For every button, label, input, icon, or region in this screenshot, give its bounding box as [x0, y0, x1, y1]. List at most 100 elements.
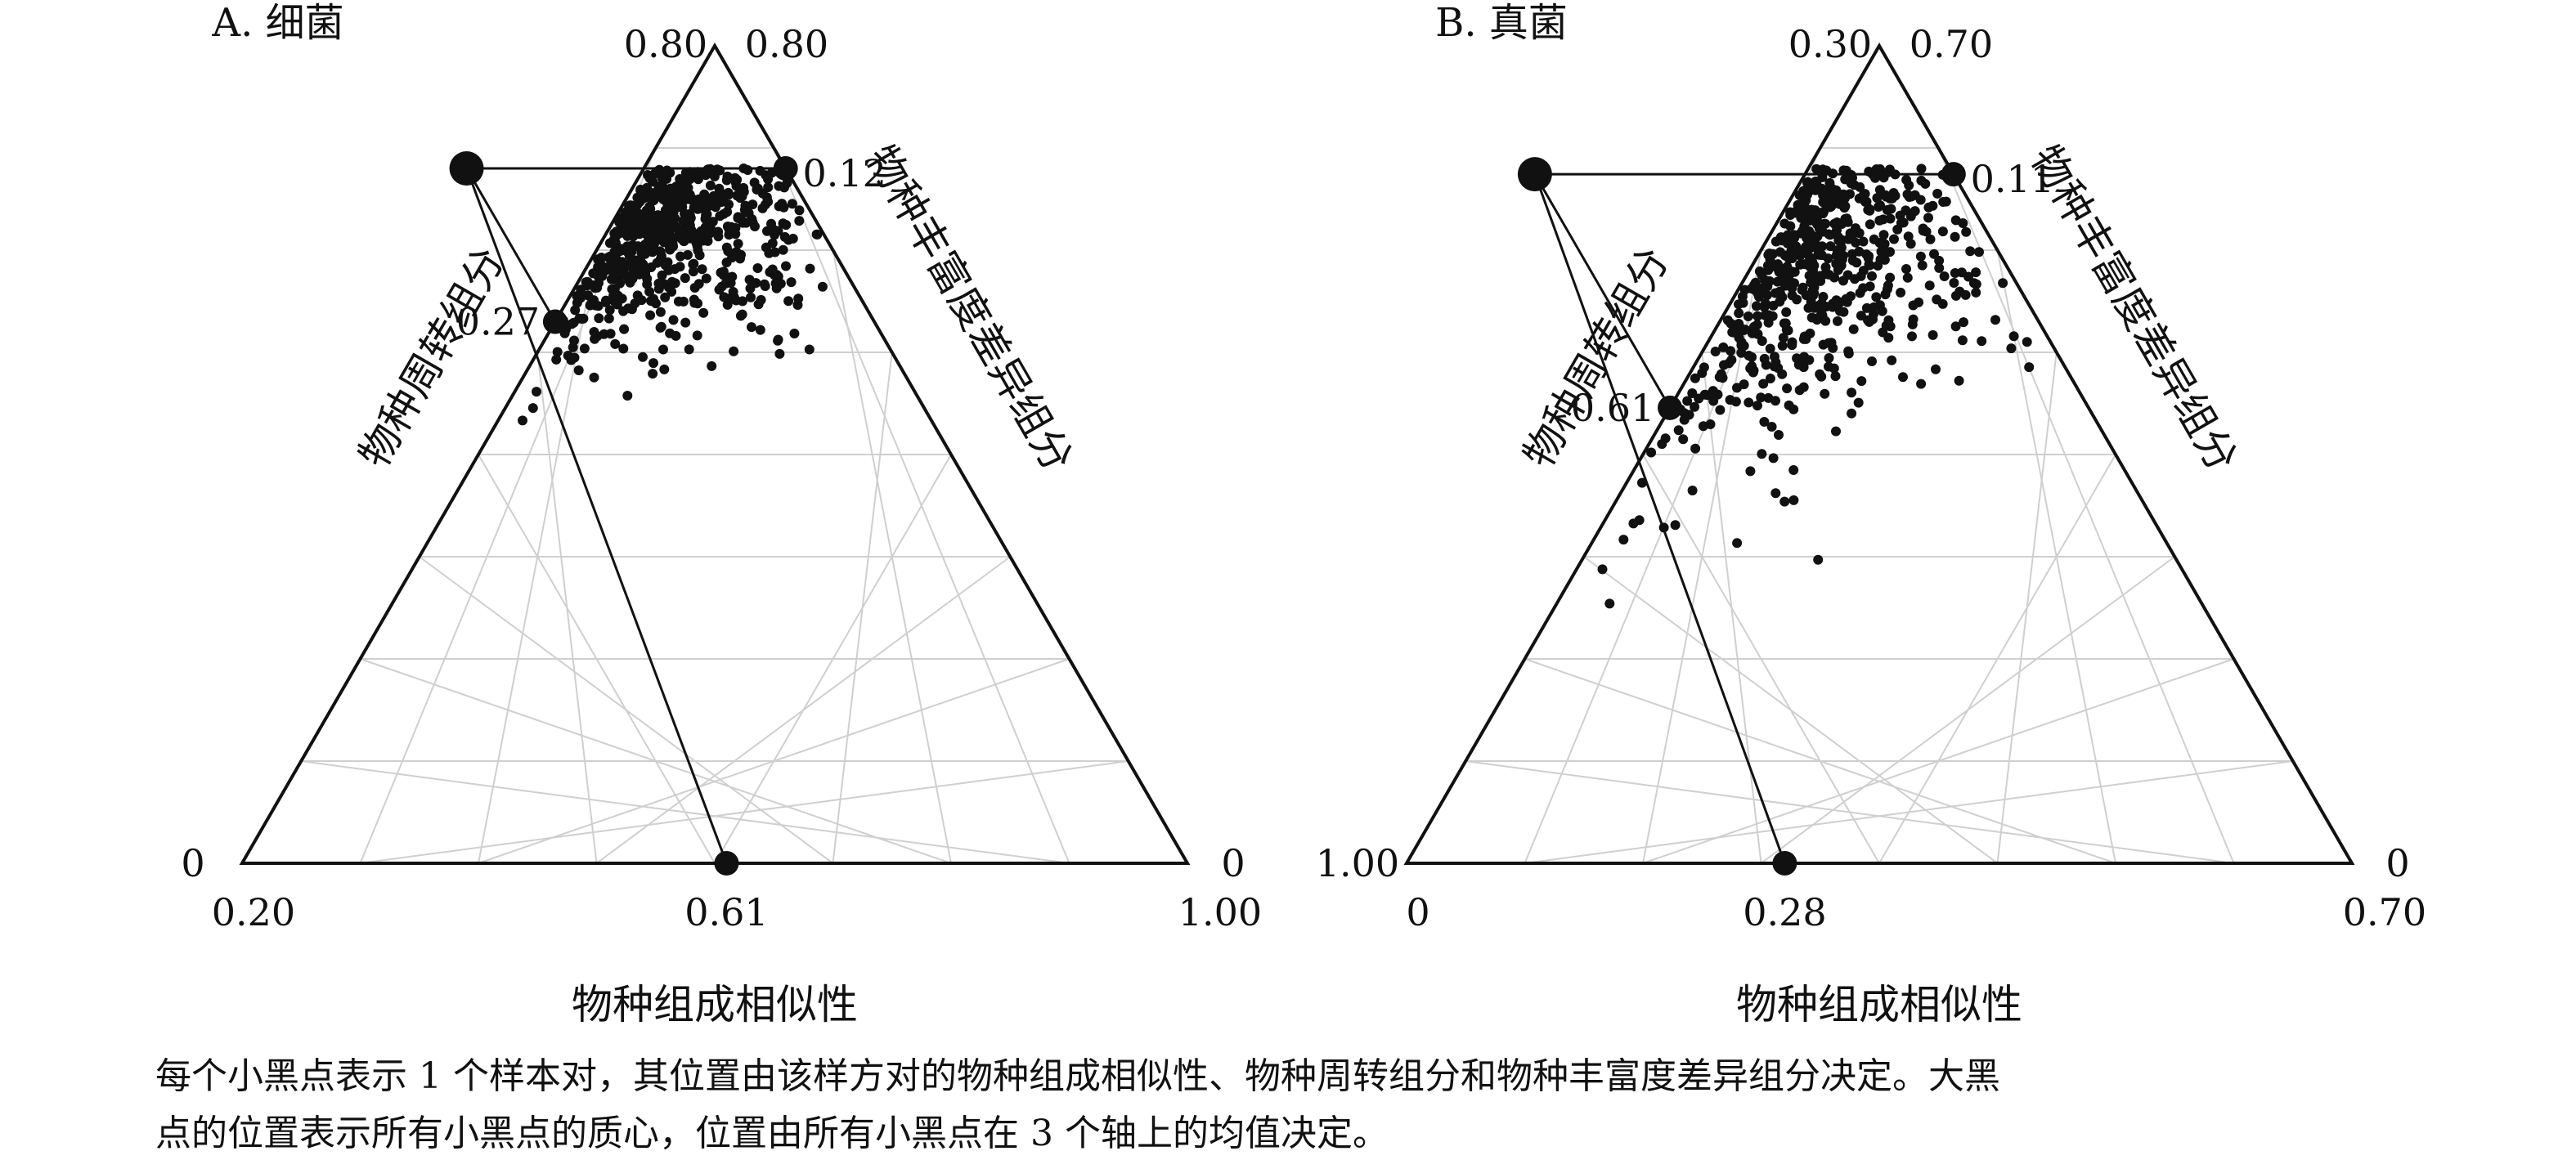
sample-point	[1950, 268, 1960, 278]
sample-points	[1597, 163, 2035, 609]
sample-point	[650, 190, 661, 201]
sample-point	[656, 277, 666, 288]
sample-point	[1878, 230, 1889, 240]
sample-point	[773, 335, 783, 346]
sample-point	[1974, 247, 1984, 258]
sample-point	[694, 233, 705, 244]
sample-point	[588, 268, 599, 279]
sample-point	[1957, 335, 1968, 346]
sample-point	[1841, 293, 1851, 304]
sample-point	[1780, 318, 1791, 329]
sample-point	[781, 220, 792, 231]
sample-point	[1885, 272, 1896, 283]
sample-point	[676, 233, 686, 244]
sample-point	[724, 199, 734, 210]
sample-point	[665, 183, 675, 194]
sample-point	[2006, 343, 2017, 354]
sample-point	[668, 241, 679, 252]
sample-point	[1837, 254, 1847, 265]
grid-line	[360, 658, 952, 864]
sample-point	[750, 222, 760, 231]
sample-point	[1971, 287, 1981, 298]
sample-point	[1730, 396, 1741, 407]
sample-point	[781, 261, 791, 271]
sample-point	[1856, 311, 1866, 321]
sample-point	[1777, 235, 1788, 246]
sample-point	[626, 226, 637, 236]
sample-point	[1797, 282, 1808, 293]
sample-point	[1873, 261, 1883, 271]
sample-point	[1604, 598, 1615, 609]
sample-point	[576, 284, 586, 295]
sample-point	[646, 171, 657, 181]
sample-point	[627, 268, 638, 279]
sample-point	[605, 329, 616, 339]
sample-point	[1949, 278, 1959, 288]
sample-point	[1760, 298, 1770, 309]
sample-point	[1766, 422, 1777, 432]
sample-point	[1714, 372, 1725, 383]
sample-point	[1816, 250, 1827, 261]
sample-point	[1787, 340, 1797, 351]
sample-point	[1848, 324, 1859, 334]
sample-point	[552, 347, 563, 357]
sample-point	[738, 296, 747, 307]
sample-point	[1847, 387, 1857, 398]
sample-point	[714, 284, 725, 295]
sample-point	[1961, 226, 1972, 237]
sample-point	[1637, 477, 1647, 488]
grid-line	[1524, 658, 2116, 864]
caption-line-2: 点的位置表示所有小黑点的质心，位置由所有小黑点在 3 个轴上的均值决定。	[155, 1113, 1389, 1154]
sample-point	[1820, 388, 1830, 399]
sample-point	[1833, 316, 1842, 326]
sample-point	[1832, 217, 1842, 227]
sample-point	[743, 165, 753, 175]
sample-point	[1833, 265, 1843, 275]
turnover-marker	[542, 309, 568, 334]
sample-point	[1679, 414, 1690, 425]
sample-point	[1889, 234, 1899, 244]
sample-point	[1867, 356, 1877, 366]
sample-point	[678, 296, 689, 307]
sample-point	[1811, 315, 1822, 325]
sample-point	[1910, 206, 1920, 217]
sample-point	[1775, 247, 1785, 258]
sample-point	[1833, 235, 1844, 246]
sample-point	[1883, 168, 1893, 177]
sample-point	[680, 195, 690, 205]
sample-point	[1874, 215, 1885, 226]
sample-point	[1851, 237, 1861, 248]
sample-point	[767, 264, 778, 275]
right-tick-label: 0	[2385, 841, 2409, 885]
sample-point	[648, 369, 658, 379]
sample-point	[1794, 385, 1805, 396]
sample-point	[658, 344, 668, 355]
grid-line	[1996, 249, 2116, 864]
sample-point	[704, 167, 715, 177]
sample-point	[683, 249, 693, 260]
sample-point	[1756, 392, 1766, 403]
sample-point	[604, 305, 615, 316]
sample-point	[704, 229, 715, 240]
sample-point	[1895, 210, 1905, 221]
sample-point	[789, 329, 800, 338]
sample-point	[1801, 290, 1811, 301]
sample-point	[711, 202, 721, 213]
sample-point	[1851, 223, 1860, 234]
sample-point	[1745, 466, 1756, 477]
sample-point	[1670, 520, 1681, 531]
sample-point	[1931, 364, 1941, 374]
sample-point	[643, 232, 653, 243]
sample-point	[1708, 396, 1719, 406]
sample-point	[1824, 230, 1835, 240]
sample-point	[779, 202, 789, 213]
sample-point	[1863, 204, 1874, 215]
left-tick-label: 0.61	[1571, 386, 1654, 430]
sample-point	[648, 247, 658, 257]
sample-point	[609, 246, 620, 257]
sample-point	[1950, 290, 1961, 301]
bottom-tick-label: 0.70	[2343, 890, 2426, 934]
richness-marker	[773, 156, 798, 181]
sample-point	[817, 281, 828, 292]
grid-line	[301, 760, 1070, 864]
